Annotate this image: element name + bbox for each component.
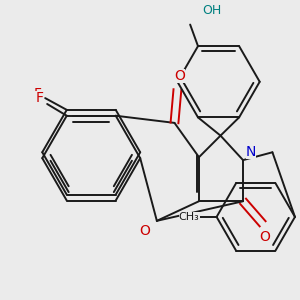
Text: O: O xyxy=(259,230,270,244)
Text: F: F xyxy=(33,87,41,101)
Text: CH₃: CH₃ xyxy=(179,212,200,222)
Text: N: N xyxy=(246,145,256,159)
Text: OH: OH xyxy=(202,4,221,17)
Text: F: F xyxy=(35,91,43,105)
Text: O: O xyxy=(174,69,185,83)
Text: O: O xyxy=(140,224,151,238)
